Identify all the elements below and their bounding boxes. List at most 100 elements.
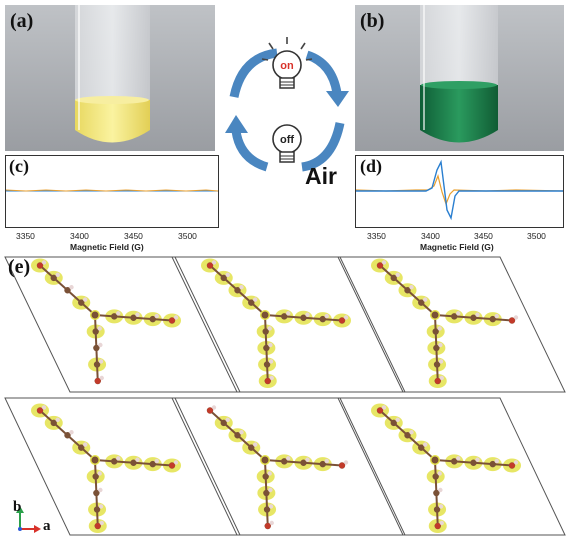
- hydrogen-atom: [495, 314, 499, 318]
- photo-panel-a: [5, 5, 215, 151]
- hydrogen-atom: [83, 297, 87, 301]
- oxygen-atom: [95, 378, 101, 384]
- hydrogen-atom: [69, 430, 73, 434]
- hydrogen-atom: [423, 442, 427, 446]
- oxygen-atom: [207, 263, 213, 269]
- core-atom: [92, 457, 99, 464]
- hydrogen-atom: [409, 285, 413, 289]
- bond-line: [40, 411, 95, 461]
- epr-c-xlabel: Magnetic Field (G): [70, 242, 144, 252]
- hydrogen-atom: [99, 359, 103, 363]
- framework-structures: [0, 255, 569, 538]
- hydrogen-atom: [239, 285, 243, 289]
- oxygen-atom: [169, 318, 175, 324]
- hydrogen-atom: [286, 311, 290, 315]
- photo-panel-b: [355, 5, 564, 151]
- bulb-on-icon: on: [262, 37, 312, 88]
- epr-c-tick-2: 3450: [124, 231, 143, 241]
- panel-label-d: (d): [360, 156, 382, 177]
- oxygen-atom: [377, 263, 383, 269]
- hydrogen-atom: [98, 488, 102, 492]
- hydrogen-atom: [456, 456, 460, 460]
- oxygen-atom: [37, 408, 43, 414]
- hydrogen-atom: [438, 488, 442, 492]
- epr-d-tick-0: 3350: [367, 231, 386, 241]
- hydrogen-atom: [475, 313, 479, 317]
- panel-label-e: (e): [8, 256, 30, 279]
- oxygen-atom: [265, 523, 271, 529]
- hydrogen-atom: [267, 471, 271, 475]
- hydrogen-atom: [495, 459, 499, 463]
- epr-d-xlabel: Magnetic Field (G): [420, 242, 494, 252]
- panel-label-a: (a): [10, 10, 33, 33]
- hydrogen-atom: [267, 326, 271, 330]
- epr-d-tick-1: 3400: [421, 231, 440, 241]
- hydrogen-atom: [97, 326, 101, 330]
- off-label: off: [280, 134, 294, 146]
- cycle-arrow-top: [234, 53, 277, 97]
- hydrogen-atom: [56, 418, 60, 422]
- core-atom: [432, 312, 439, 319]
- hydrogen-atom: [226, 418, 230, 422]
- hydrogen-atom: [396, 418, 400, 422]
- cycle-arrow-bottom: [302, 123, 340, 167]
- epr-c-tick-1: 3400: [70, 231, 89, 241]
- oxygen-atom: [339, 463, 345, 469]
- hydrogen-atom: [396, 273, 400, 277]
- hydrogen-atom: [226, 273, 230, 277]
- bond-line: [40, 266, 95, 316]
- on-label: on: [280, 60, 294, 72]
- hydrogen-atom: [155, 459, 159, 463]
- axis-b-label: b: [13, 499, 21, 516]
- hydrogen-atom: [475, 458, 479, 462]
- hydrogen-atom: [325, 459, 329, 463]
- oxygen-atom: [339, 318, 345, 324]
- air-label: Air: [305, 163, 337, 190]
- hydrogen-atom: [439, 504, 443, 508]
- hydrogen-atom: [439, 359, 443, 363]
- hydrogen-atom: [253, 297, 257, 301]
- epr-d-tick-2: 3450: [474, 231, 493, 241]
- hydrogen-atom: [269, 359, 273, 363]
- photo-b-image: [355, 5, 564, 151]
- hydrogen-atom: [97, 471, 101, 475]
- core-atom: [262, 312, 269, 319]
- oxygen-atom: [377, 408, 383, 414]
- hydrogen-atom: [268, 343, 272, 347]
- epr-plot-d: [355, 155, 564, 228]
- oxygen-atom: [95, 523, 101, 529]
- hydrogen-atom: [437, 326, 441, 330]
- hydrogen-atom: [155, 314, 159, 318]
- hydrogen-atom: [239, 430, 243, 434]
- bulb-off-icon: off: [273, 125, 301, 162]
- hydrogen-atom: [56, 273, 60, 277]
- core-atom: [432, 457, 439, 464]
- oxygen-atom: [509, 318, 515, 324]
- bond-line: [380, 411, 435, 461]
- core-atom: [262, 457, 269, 464]
- oxygen-atom: [37, 263, 43, 269]
- hydrogen-atom: [116, 311, 120, 315]
- molecules-layer: [31, 259, 521, 534]
- epr-d-line-orange: [356, 176, 563, 204]
- hydrogen-atom: [456, 311, 460, 315]
- epr-d-trace: [356, 156, 563, 227]
- hydrogen-atom: [98, 343, 102, 347]
- hydrogen-atom: [83, 442, 87, 446]
- epr-c-tick-3: 3500: [178, 231, 197, 241]
- hydrogen-atom: [437, 471, 441, 475]
- oxygen-atom: [435, 378, 441, 384]
- hydrogen-atom: [325, 314, 329, 318]
- hydrogen-atom: [423, 297, 427, 301]
- bond-line: [210, 411, 265, 461]
- hydrogen-atom: [69, 285, 73, 289]
- hydrogen-atom: [135, 313, 139, 317]
- hydrogen-atom: [116, 456, 120, 460]
- bond-line: [210, 266, 265, 316]
- hydrogen-atom: [409, 430, 413, 434]
- cycle-arrowhead-right: [326, 91, 349, 107]
- epr-d-tick-3: 3500: [527, 231, 546, 241]
- epr-plot-c: [5, 155, 219, 228]
- hydrogen-atom: [269, 504, 273, 508]
- core-atom: [92, 312, 99, 319]
